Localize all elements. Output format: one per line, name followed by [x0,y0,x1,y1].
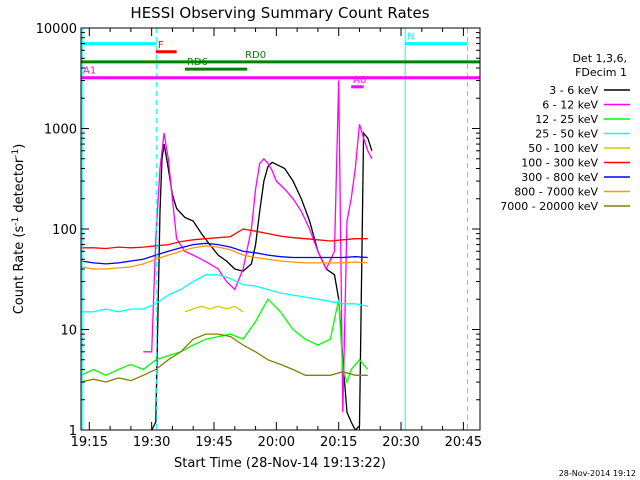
legend-label-1: 6 - 12 keV [542,99,598,112]
series-line-5 [81,228,368,250]
legend-label-2: 12 - 25 keV [535,113,598,126]
series-line-2 [81,298,369,385]
x-tick-label-2: 19:45 [195,435,232,450]
legend-label-6: 300 - 800 keV [521,171,598,184]
y-tick-label-2: 100 [52,223,77,238]
y-axis-label: Count Rate (s-1 detector-1) [11,144,27,315]
x-tick-label-3: 20:00 [258,435,295,450]
legend-label-3: 25 - 50 keV [535,128,598,141]
legend-label-8: 7000 - 20000 keV [500,200,598,213]
legend-label-4: 50 - 100 keV [528,142,598,155]
series-line-3 [81,274,368,313]
y-axis-label-main: Count Rate (s [12,226,27,315]
flag-label-0: N [407,32,414,43]
series-line-8 [81,333,368,383]
legend-header-1: Det 1,3,6, [572,52,627,65]
y-axis-label-mid: detector [12,157,27,217]
series-line-0 [151,131,373,430]
legend-label-0: 3 - 6 keV [549,84,598,97]
flag-layer: N F RD0 RD6 A1 A0 [81,28,480,430]
y-axis-label-sup1: -1 [11,217,21,226]
legend-header-2: FDecim 1 [575,66,627,79]
y-axis-label-sup2: -1 [11,149,21,158]
y-axis-label-end: ) [12,144,27,149]
legend-label-5: 100 - 300 keV [521,157,598,170]
x-tick-label-1: 19:30 [133,435,170,450]
flag-label-2: RD0 [245,50,266,61]
flag-label-3: RD6 [187,57,208,68]
y-tick-label-4: 10000 [36,22,77,37]
y-tick-label-0: 1 [69,424,77,439]
y-tick-label-3: 1000 [44,123,77,138]
series-layer [81,80,373,430]
flag-label-4: A1 [83,66,96,77]
x-tick-label-4: 20:15 [320,435,357,450]
x-tick-label-0: 19:15 [71,435,108,450]
series-line-1 [143,80,373,413]
chart-title: HESSI Observing Summary Count Rates [130,4,429,22]
ticks-layer: 19:15 19:30 19:45 20:00 20:15 20:30 20:45 1 10 10… [36,22,482,450]
flag-label-1: F [158,40,164,51]
x-axis-label: Start Time (28-Nov-14 19:13:22) [174,456,386,471]
series-line-7 [81,245,368,270]
series-line-6 [81,242,368,265]
x-tick-label-5: 20:30 [382,435,419,450]
x-tick-label-6: 20:45 [445,435,482,450]
footer-date: 28-Nov-2014 19:12 [559,469,636,478]
flag-label-5: A0 [353,75,366,86]
y-tick-label-1: 10 [60,324,77,339]
legend-label-7: 800 - 7000 keV [514,186,598,199]
plot-frame [80,27,481,431]
series-line-4 [184,305,244,313]
